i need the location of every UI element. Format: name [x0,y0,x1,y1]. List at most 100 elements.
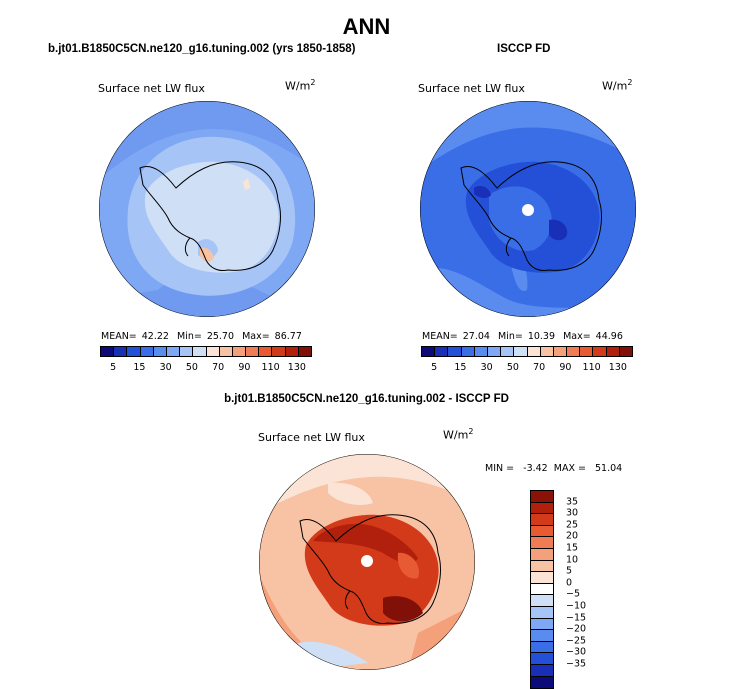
colorbar-tick-label: 0 [566,577,573,589]
colorbar-swatch [567,347,581,356]
panel-2-variable-label: Surface net LW flux [418,82,525,95]
colorbar-swatch [153,347,167,356]
panel-1-colorbar [100,346,312,357]
colorbar-swatch [531,537,553,549]
colorbar-tick-label: 5 [431,362,438,373]
colorbar-swatch [527,347,541,356]
colorbar-tick-label: 30 [566,507,579,519]
colorbar-swatch [531,514,553,526]
colorbar-swatch [606,347,620,356]
colorbar-swatch [461,347,475,356]
colorbar-swatch [531,653,553,665]
colorbar-swatch [101,347,115,356]
colorbar-swatch [531,676,553,689]
colorbar-swatch [531,583,553,596]
colorbar-tick-label: 70 [533,362,546,373]
panel-1-case-title: b.jt01.B1850C5CN.ne120_g16.tuning.002 (y… [48,43,356,55]
colorbar-swatch [531,595,553,607]
colorbar-swatch [501,347,515,356]
colorbar-swatch [232,347,247,356]
colorbar-tick-label: 130 [608,362,627,373]
panel-3-case-title: b.jt01.B1850C5CN.ne120_g16.tuning.002 - … [224,393,509,405]
colorbar-tick-label: 25 [566,519,579,531]
colorbar-swatch [531,641,553,654]
colorbar-tick-label: −15 [566,612,587,624]
page-title: ANN [342,14,391,39]
panel-2-case-title: ISCCP FD [497,43,551,55]
colorbar-swatch [531,618,553,631]
colorbar-tick-label: 20 [566,530,579,542]
panel-3-colorbar [530,490,554,689]
colorbar-tick-label: 50 [506,362,519,373]
colorbar-swatch [531,502,553,515]
colorbar-swatch [593,347,607,356]
panel-3-minmax: MIN = -3.42 MAX = 51.04 [485,463,623,474]
colorbar-swatch [114,347,128,356]
colorbar-swatch [166,347,181,356]
colorbar-tick-label: 70 [212,362,225,373]
panel-3-variable-label: Surface net LW flux [258,431,365,444]
colorbar-tick-label: −25 [566,635,587,647]
colorbar-tick-label: 130 [287,362,306,373]
colorbar-tick-label: 30 [159,362,172,373]
colorbar-tick-label: 110 [261,362,280,373]
colorbar-tick-label: 35 [566,496,579,508]
panel-1-units: W/m2 [285,78,316,93]
colorbar-tick-label: 10 [566,554,579,566]
colorbar-swatch [246,347,260,356]
panel-1-colorbar-labels: 5 15 30 50 70 90 110 130 [100,362,310,374]
panel-1-variable-label: Surface net LW flux [98,82,205,95]
colorbar-tick-label: −20 [566,623,587,635]
panel-2-polar-map [420,101,636,317]
colorbar-swatch [514,347,528,356]
colorbar-swatch [259,347,273,356]
colorbar-tick-label: −35 [566,658,587,670]
colorbar-swatch [540,347,554,356]
panel-3-colorbar-labels: 35 30 25 20 15 10 5 0 −5 −10 −15 −20 −25 −30 −35 [566,490,606,688]
colorbar-swatch [580,347,594,356]
panel-2-units: W/m2 [602,78,633,93]
panel-3-units: W/m2 [443,427,474,442]
colorbar-swatch [531,525,553,538]
colorbar-swatch [193,347,207,356]
colorbar-tick-label: 110 [582,362,601,373]
colorbar-swatch [553,347,568,356]
colorbar-tick-label: 15 [566,542,579,554]
colorbar-swatch [531,572,553,584]
panel-2-colorbar [421,346,633,357]
colorbar-swatch [531,606,553,619]
colorbar-tick-label: 5 [566,565,573,577]
colorbar-swatch [531,548,553,561]
colorbar-swatch [219,347,233,356]
panel-2-colorbar-labels: 5 15 30 50 70 90 110 130 [421,362,631,374]
colorbar-swatch [474,347,488,356]
colorbar-swatch [422,347,436,356]
colorbar-swatch [206,347,220,356]
colorbar-tick-label: 50 [185,362,198,373]
colorbar-swatch [531,560,553,573]
colorbar-swatch [619,347,632,356]
colorbar-tick-label: 15 [454,362,467,373]
colorbar-swatch [180,347,194,356]
colorbar-tick-label: −30 [566,646,587,658]
panel-3-polar-map [259,454,475,670]
panel-1-stats: MEAN= 42.22 Min= 25.70 Max= 86.77 [101,331,302,342]
colorbar-tick-label: −5 [566,588,581,600]
colorbar-swatch [298,347,311,356]
colorbar-tick-label: −10 [566,600,587,612]
panel-2-stats: MEAN= 27.04 Min= 10.39 Max= 44.96 [422,331,623,342]
colorbar-tick-label: 30 [480,362,493,373]
colorbar-swatch [531,491,553,503]
colorbar-tick-label: 15 [133,362,146,373]
colorbar-swatch [272,347,286,356]
colorbar-tick-label: 90 [238,362,251,373]
colorbar-swatch [285,347,299,356]
colorbar-swatch [435,347,449,356]
colorbar-swatch [531,664,553,677]
colorbar-tick-label: 90 [559,362,572,373]
colorbar-swatch [140,347,154,356]
colorbar-swatch [487,347,502,356]
colorbar-swatch [448,347,462,356]
colorbar-swatch [531,630,553,642]
panel-1-polar-map [99,101,315,317]
